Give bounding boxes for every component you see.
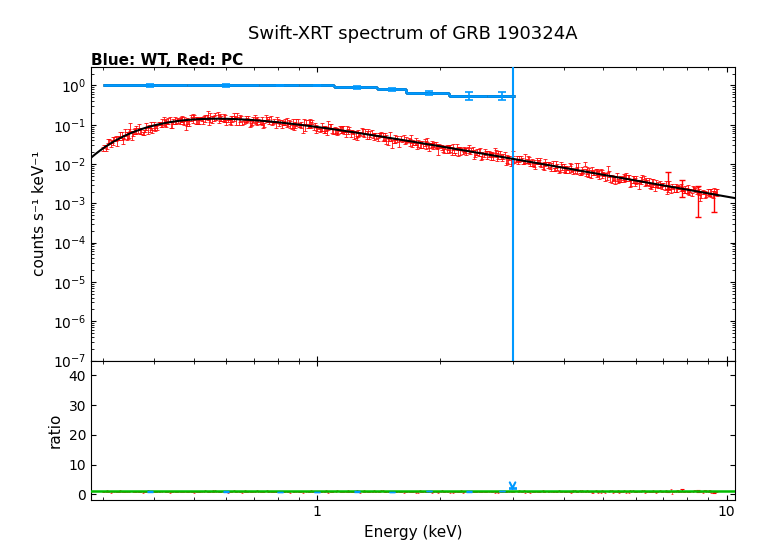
X-axis label: Energy (keV): Energy (keV) <box>364 525 462 540</box>
Text: Blue: WT, Red: PC: Blue: WT, Red: PC <box>91 53 243 68</box>
Y-axis label: counts s⁻¹ keV⁻¹: counts s⁻¹ keV⁻¹ <box>32 151 47 276</box>
Y-axis label: ratio: ratio <box>48 413 63 448</box>
Text: Swift-XRT spectrum of GRB 190324A: Swift-XRT spectrum of GRB 190324A <box>249 25 578 43</box>
